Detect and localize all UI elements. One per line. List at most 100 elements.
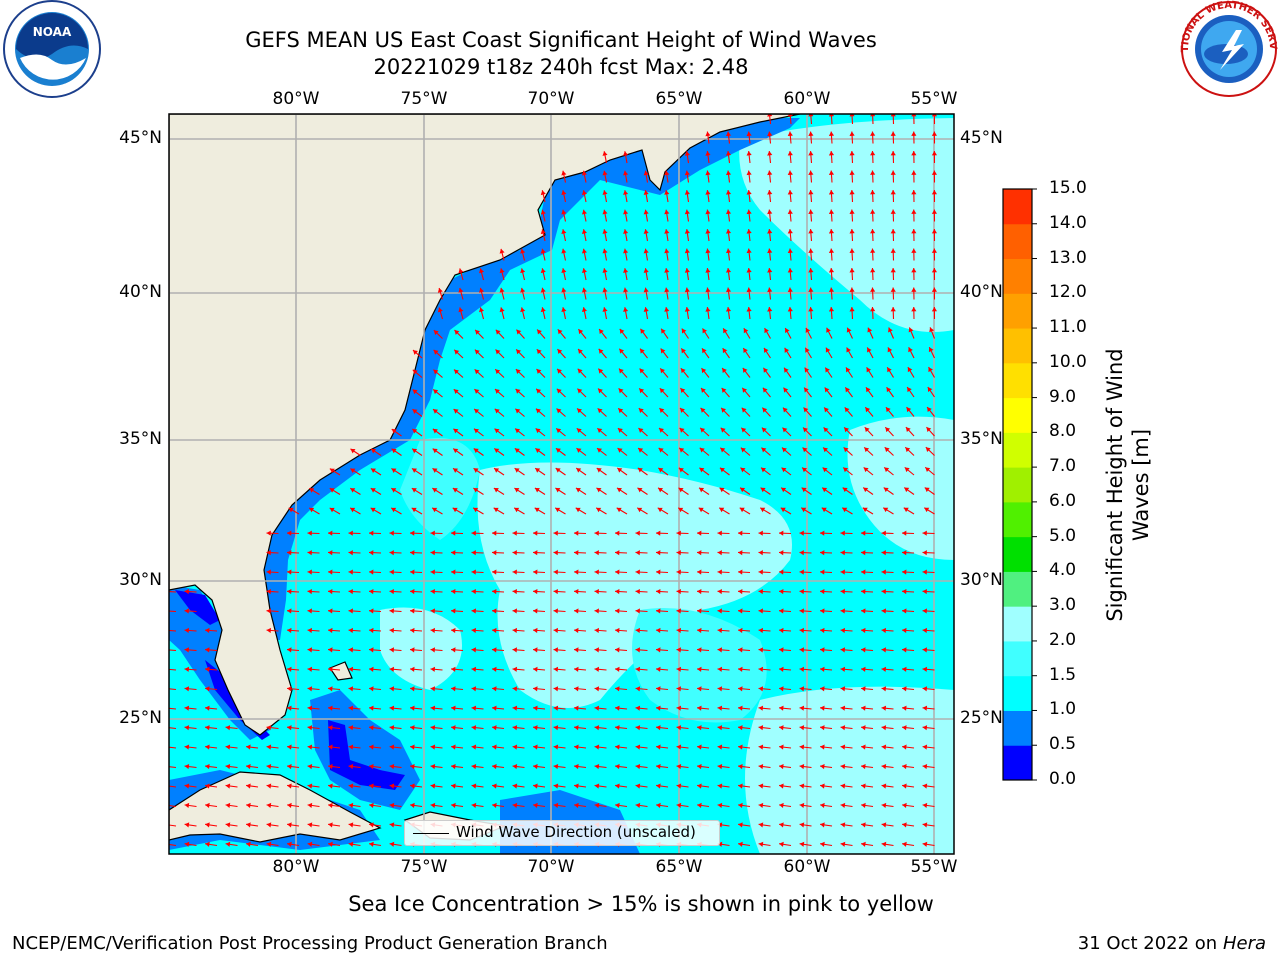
wave-direction-arrowhead bbox=[474, 369, 480, 375]
wave-direction-arrowhead bbox=[825, 367, 830, 373]
lat-label-left: 45°N bbox=[119, 128, 162, 148]
wave-direction-arrowhead bbox=[412, 409, 418, 414]
wave-direction-arrowhead bbox=[758, 744, 764, 750]
wave-direction-arrowhead bbox=[389, 530, 394, 536]
branch-credit: NCEP/EMC/Verification Post Processing Pr… bbox=[12, 933, 608, 954]
wave-direction-arrowhead bbox=[656, 686, 661, 692]
wave-direction-arrowhead bbox=[926, 427, 932, 433]
wave-direction-arrowhead bbox=[922, 783, 928, 789]
wave-direction-arrowhead bbox=[822, 467, 828, 473]
wave-direction-arrowhead bbox=[705, 248, 711, 254]
wave-direction-arrowhead bbox=[781, 467, 787, 473]
wave-direction-arrowhead bbox=[205, 705, 210, 711]
wave-direction-arrowhead bbox=[867, 347, 872, 353]
wave-direction-arrowhead bbox=[451, 530, 456, 536]
wave-direction-arrowhead bbox=[389, 686, 395, 692]
wave-direction-arrowhead bbox=[799, 725, 805, 731]
wave-direction-arrowhead bbox=[433, 330, 439, 336]
lon-label-top: 55°W bbox=[910, 89, 958, 109]
wave-direction-arrowhead bbox=[758, 725, 764, 731]
wave-direction-arrowhead bbox=[328, 530, 333, 536]
wave-direction-arrowhead bbox=[635, 608, 640, 614]
wave-direction-arrowhead bbox=[881, 627, 886, 634]
wave-direction-arrowhead bbox=[430, 588, 435, 595]
wave-direction-arrowhead bbox=[861, 705, 866, 711]
wave-direction-arrowhead bbox=[738, 705, 743, 711]
wave-direction-arrowhead bbox=[902, 608, 907, 614]
wave-direction-arrowhead bbox=[451, 569, 456, 575]
wave-direction-arrowhead bbox=[643, 268, 649, 273]
wave-direction-arrowhead bbox=[540, 287, 546, 293]
wave-direction-arrowhead bbox=[307, 569, 312, 575]
wave-direction-arrowhead bbox=[931, 307, 937, 312]
wave-direction-arrowhead bbox=[922, 725, 928, 731]
wave-direction-arrowhead bbox=[902, 550, 907, 556]
wave-direction-arrowhead bbox=[433, 389, 439, 395]
wave-direction-arrowhead bbox=[717, 647, 723, 653]
wave-direction-arrowhead bbox=[784, 347, 790, 353]
lat-label-left: 25°N bbox=[119, 708, 162, 728]
wave-direction-arrowhead bbox=[823, 427, 829, 433]
wave-direction-arrowhead bbox=[840, 588, 845, 595]
wave-direction-arrowhead bbox=[758, 822, 764, 828]
wave-direction-arrowhead bbox=[825, 347, 831, 353]
wave-direction-arrowhead bbox=[867, 327, 873, 333]
wave-direction-arrowhead bbox=[389, 569, 394, 575]
wave-direction-arrowhead bbox=[820, 744, 825, 750]
wave-direction-arrowhead bbox=[637, 467, 643, 473]
wave-direction-arrowhead bbox=[369, 686, 374, 692]
wave-direction-arrowhead bbox=[594, 530, 599, 536]
wave-direction-arrowhead bbox=[884, 467, 890, 473]
wave-direction-arrowhead bbox=[701, 388, 706, 393]
wave-direction-arrowhead bbox=[561, 209, 567, 215]
wave-direction-arrowhead bbox=[556, 408, 562, 414]
noaa-logo-text: NOAA bbox=[33, 25, 72, 39]
wave-direction-arrowhead bbox=[512, 802, 518, 809]
wave-direction-arrowhead bbox=[922, 647, 928, 653]
wave-direction-arrowhead bbox=[676, 686, 682, 692]
wave-direction-arrowhead bbox=[881, 802, 887, 809]
wave-direction-arrow bbox=[169, 785, 177, 788]
wave-direction-arrowhead bbox=[553, 744, 559, 750]
wave-direction-arrowhead bbox=[676, 530, 681, 536]
wave-direction-arrowhead bbox=[369, 783, 374, 789]
wave-direction-arrowhead bbox=[512, 530, 517, 536]
wave-direction-arrowhead bbox=[890, 229, 896, 234]
wave-direction-arrow bbox=[169, 610, 177, 613]
wave-direction-arrowhead bbox=[803, 427, 808, 433]
wave-direction-arrowhead bbox=[494, 408, 500, 414]
wave-direction-arrowhead bbox=[799, 686, 805, 692]
wave-direction-arrowhead bbox=[635, 764, 641, 770]
lon-label-bottom: 60°W bbox=[783, 857, 831, 877]
wave-direction-arrowhead bbox=[885, 407, 891, 413]
wave-direction-arrowhead bbox=[664, 190, 670, 195]
wave-direction-arrowhead bbox=[863, 467, 869, 473]
wave-direction-arrowhead bbox=[881, 588, 886, 595]
wave-direction-arrowhead bbox=[656, 764, 661, 770]
wave-direction-arrowhead bbox=[881, 841, 887, 847]
wave-direction-arrowhead bbox=[684, 209, 690, 215]
wind-wave-direction-arrows bbox=[164, 114, 937, 847]
wave-direction-arrowhead bbox=[743, 328, 749, 334]
wave-direction-arrowhead bbox=[164, 822, 169, 827]
wave-direction-arrowhead bbox=[410, 725, 415, 731]
wave-direction-arrowhead bbox=[561, 307, 567, 313]
wave-direction-arrowhead bbox=[287, 588, 292, 595]
wave-direction-arrowhead bbox=[635, 550, 640, 556]
wave-direction-arrowhead bbox=[533, 530, 538, 536]
wave-direction-arrowhead bbox=[348, 608, 353, 614]
wave-direction-arrowhead bbox=[799, 569, 804, 575]
wave-direction-arrowhead bbox=[329, 488, 335, 493]
wave-direction-arrowhead bbox=[616, 487, 622, 493]
wave-direction-arrowhead bbox=[494, 428, 500, 434]
wave-direction-arrowhead bbox=[493, 488, 499, 493]
wave-direction-arrowhead bbox=[922, 550, 927, 556]
wave-direction-arrowhead bbox=[861, 783, 866, 789]
wave-direction-arrowhead bbox=[664, 170, 670, 176]
wave-direction-arrowhead bbox=[556, 388, 562, 394]
wave-direction-arrowhead bbox=[623, 268, 629, 273]
nws-logo: NATIONAL WEATHER SERVICE bbox=[1174, 0, 1280, 100]
wave-direction-arrowhead bbox=[639, 388, 645, 394]
wave-direction-arrowhead bbox=[864, 447, 870, 453]
wave-direction-arrowhead bbox=[535, 428, 541, 434]
